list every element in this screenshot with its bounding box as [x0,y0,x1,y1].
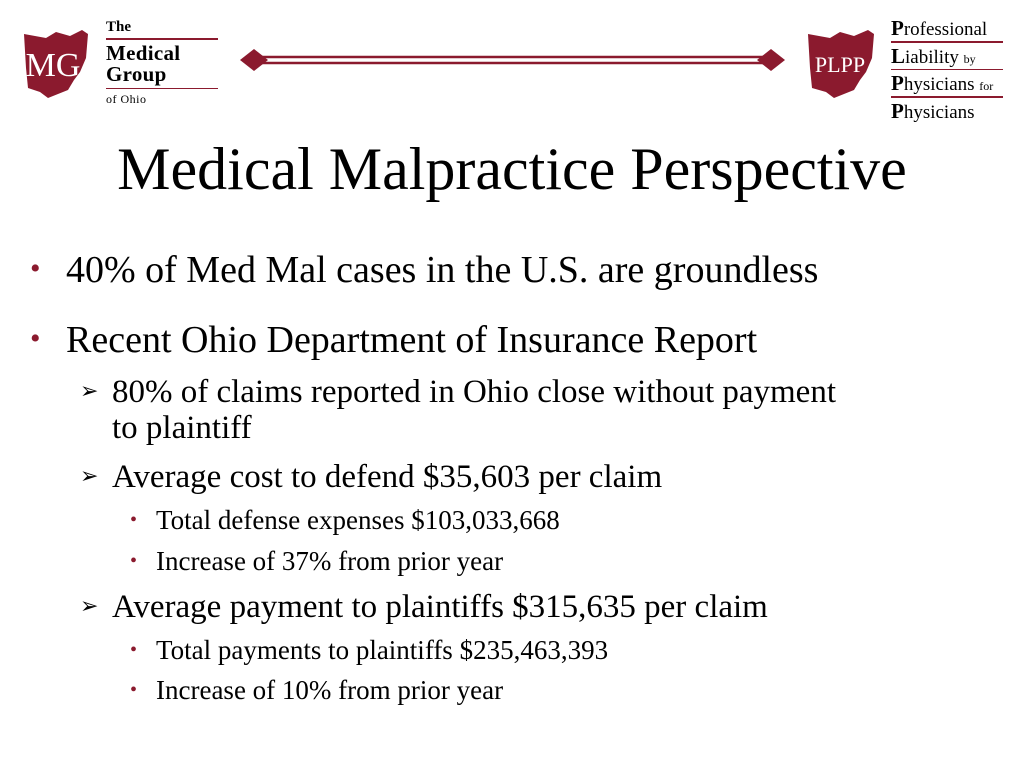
sub-bullet-item: ➢ Average cost to defend $35,603 per clai… [80,459,663,495]
ohio-state-icon: PLPP [808,30,874,98]
bullet-dot-icon: • [30,252,41,285]
logo-rule [106,87,218,89]
logo-text-the: The [106,19,132,35]
bullet-item: • Recent Ohio Department of Insurance Rep… [30,319,758,361]
bullet-dot-icon: • [130,639,138,661]
ohio-state-icon: MG [24,30,88,98]
diamond-icon [240,49,268,71]
logo-text-liability: Liability by [891,43,976,68]
bullet-dot-icon: • [30,322,41,355]
medical-group-logo: MG The Medical Group of Ohio [22,18,222,110]
logo-text-physicians: Physicians for [891,71,994,95]
bullet-dot-icon: • [130,679,138,701]
logo-monogram: MG [26,47,81,84]
arrow-bullet-icon: ➢ [80,594,99,619]
bullet-item: • 40% of Med Mal cases in the U.S. are gr… [30,249,819,291]
slide-title: Medical Malpractice Perspective [117,136,907,202]
logo-rule [891,68,1003,70]
logo-text-group: Group [106,61,167,86]
sub-bullet-item: ➢ 80% of claims reported in Ohio close wi… [80,374,837,447]
bullet-dot-icon: • [130,509,138,531]
sub-sub-bullet-item: • Increase of 10% from prior year [130,675,504,705]
sub-bullet-item: ➢ Average payment to plaintiffs $315,635 … [80,589,768,625]
logo-text-of-ohio: of Ohio [106,92,147,106]
arrow-bullet-icon: ➢ [80,379,99,404]
plpp-logo: PLPP Professional Liability by Physician… [806,16,1011,122]
diamond-icon [757,49,785,71]
logo-rule [106,38,218,40]
header-divider [240,49,785,71]
logo-rule [891,41,1003,43]
arrow-bullet-icon: ➢ [80,464,99,489]
sub-sub-bullet-item: • Total payments to plaintiffs $235,463,3… [130,635,609,665]
logo-text-professional: Professional [891,16,988,40]
logo-monogram: PLPP [815,52,865,77]
bullet-dot-icon: • [130,550,138,572]
logo-text-physicians-2: Physicians [891,98,975,123]
sub-sub-bullet-item: • Total defense expenses $103,033,668 [130,505,560,535]
logo-text-medical: Medical [106,40,181,65]
sub-sub-bullet-item: • Increase of 37% from prior year [130,546,504,576]
logo-rule [891,96,1003,98]
